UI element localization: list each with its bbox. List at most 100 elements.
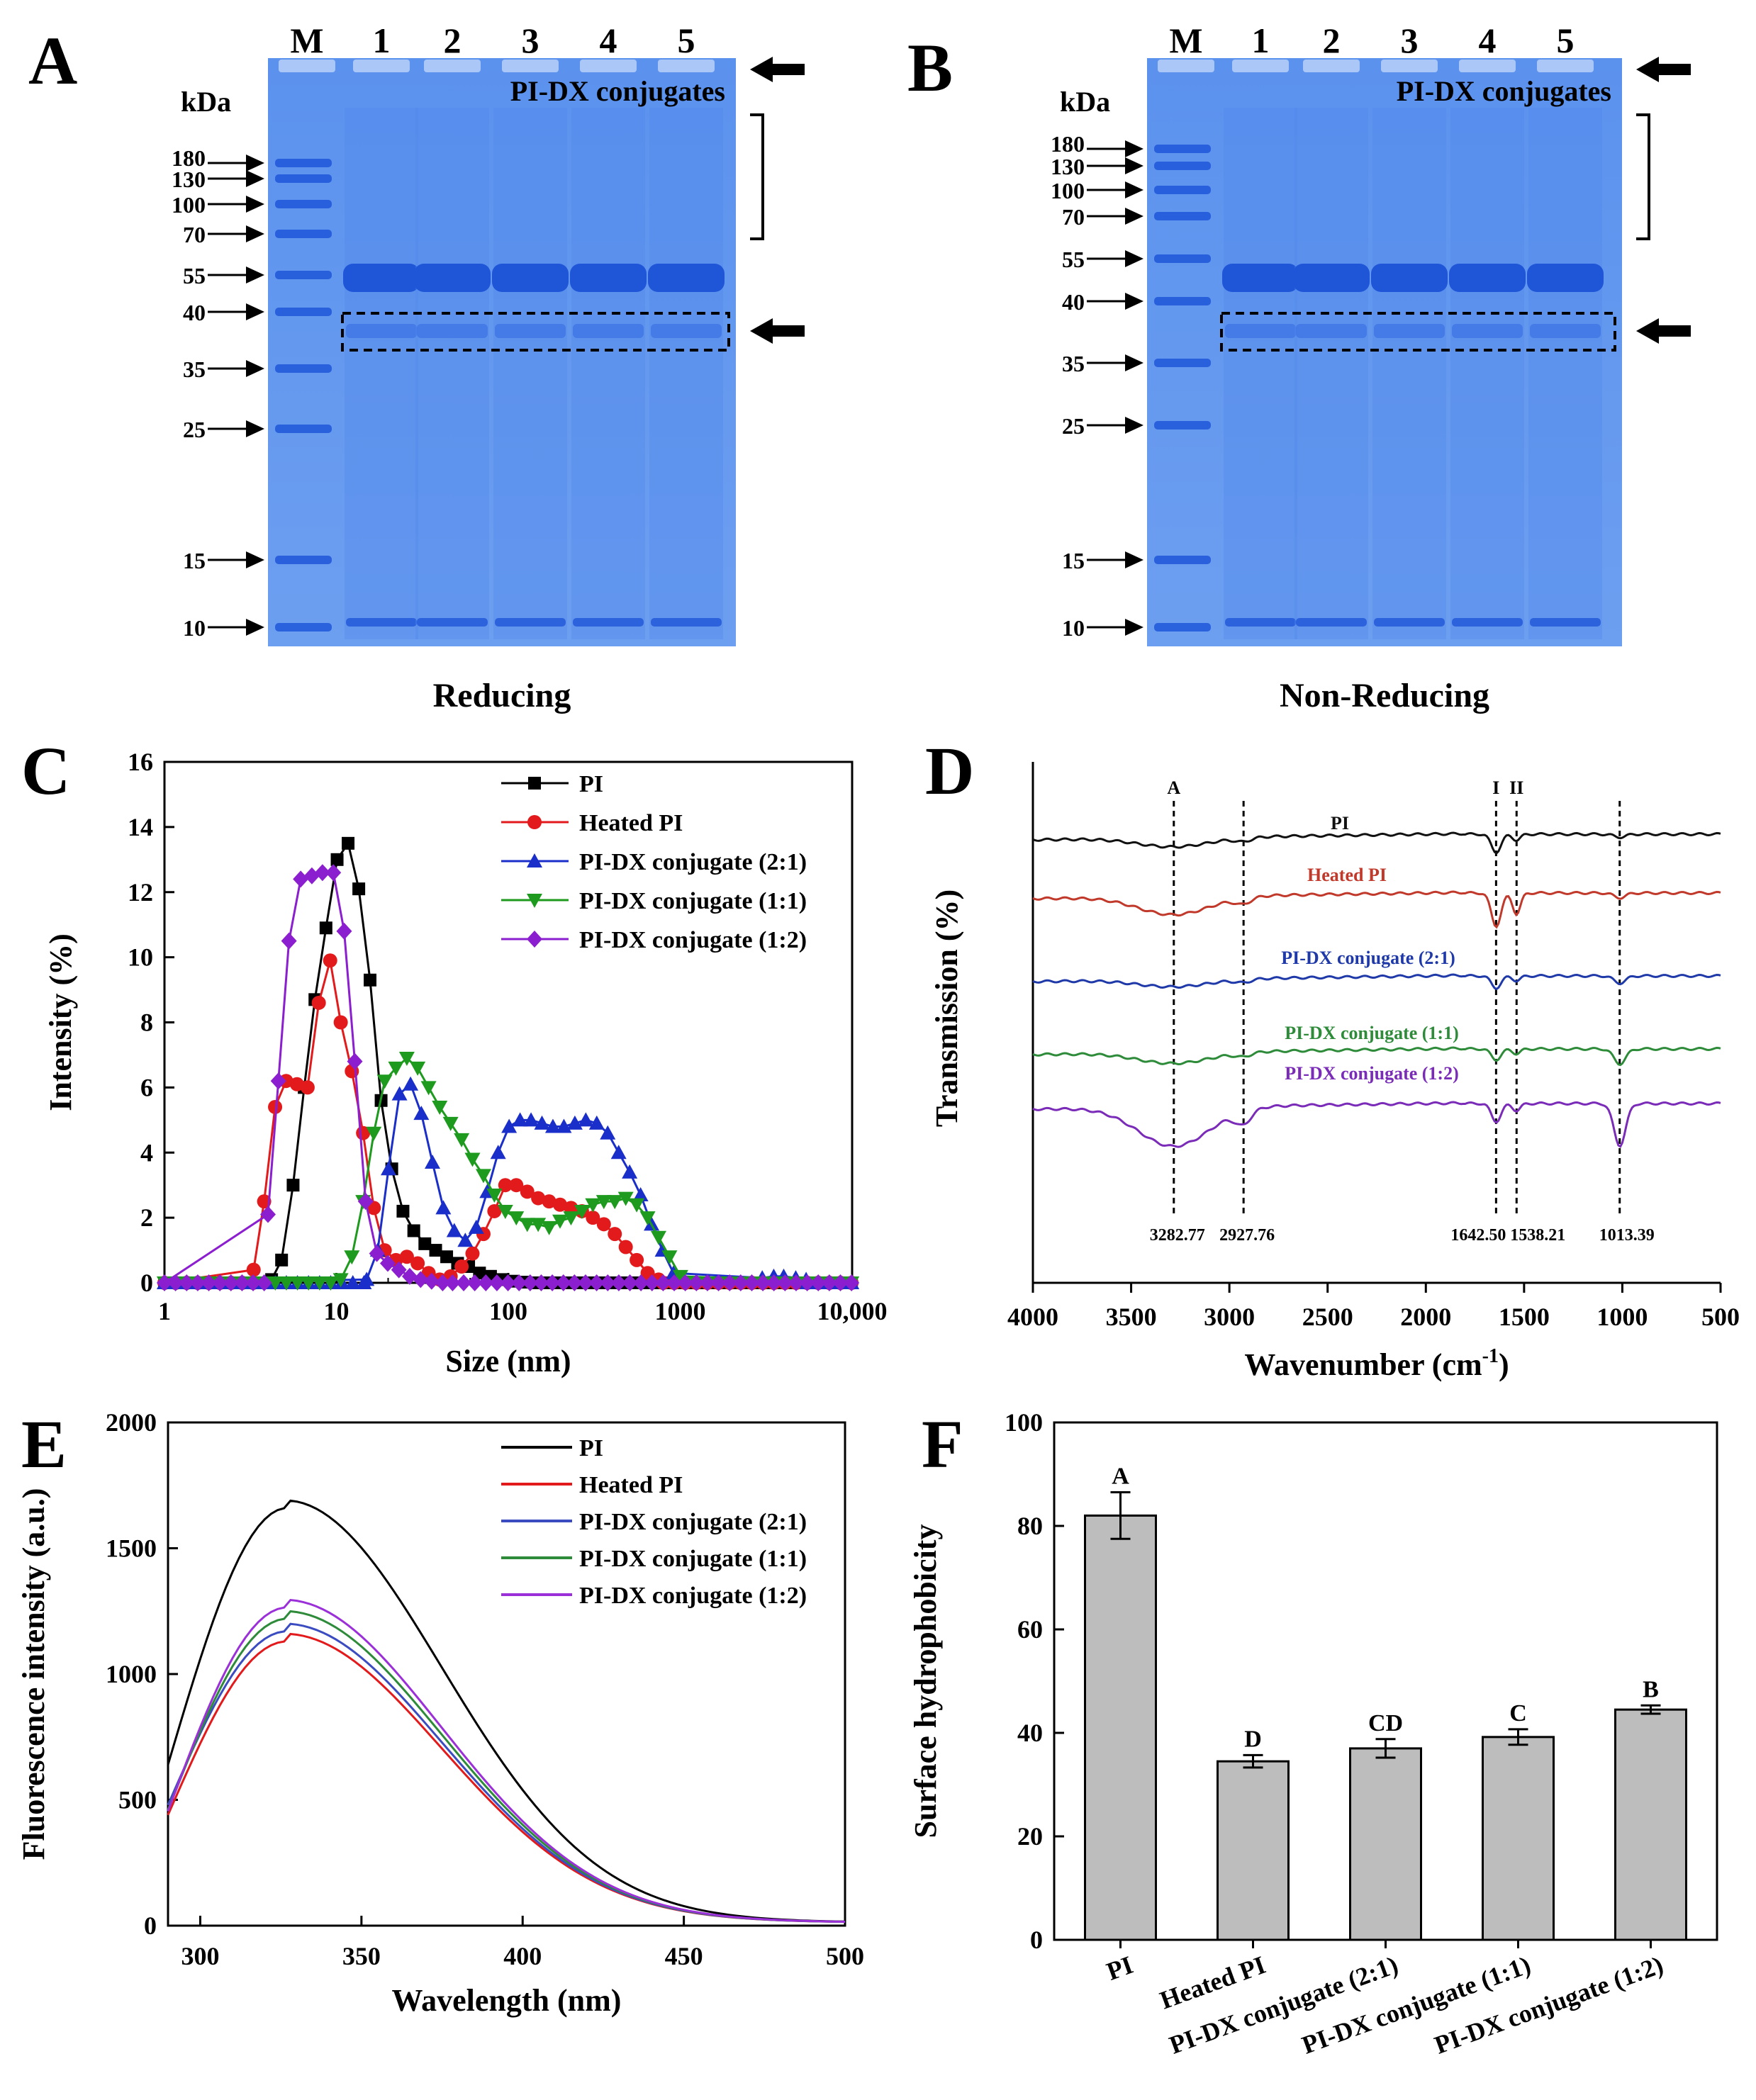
data-point [544,1118,561,1133]
data-point [311,995,326,1010]
data-point [398,1052,415,1067]
main-band-40kda [648,264,725,292]
main-band-40kda [414,264,491,292]
y-axis-title: Surface hydrophobicity [908,1525,943,1838]
main-band-40kda [1527,264,1604,292]
lane-label-3: 3 [1401,21,1419,60]
legend-marker [527,931,542,948]
data-point-baseline [555,1274,571,1291]
data-point [501,1118,518,1133]
panel-letter-c: C [21,733,70,809]
data-point-baseline [157,1274,172,1291]
gel-well [502,60,559,72]
band-37kda [1296,324,1367,338]
y-tick-label: 14 [128,813,153,841]
data-point [286,1179,300,1192]
peak-value-label: 1538.21 [1510,1226,1565,1245]
band-37kda [495,324,566,338]
peak-label-a: A [1167,777,1180,798]
marker-label-35: 35 [183,356,206,382]
data-point-baseline [655,1274,671,1291]
data-point [457,1233,474,1247]
marker-label-55: 55 [1062,247,1085,272]
legend-marker [527,894,542,908]
x-tick-label: 10 [324,1297,349,1325]
chart-ftir-spectra: 4000 3500 3000 2500 2000 1500 1000 500 Wavenumbe… [929,762,1740,1382]
data-point [632,1186,649,1201]
data-point [465,1246,480,1261]
marker-arrow-icon [1125,157,1143,174]
data-point [509,1178,524,1193]
marker-label-70: 70 [1062,204,1085,230]
x-category-label-pi-dx-conjugate-1-1: PI-DX conjugate (1:1) [1298,1950,1534,2060]
main-band-40kda [1293,264,1370,292]
gel-well [1232,60,1289,72]
data-point-baseline [633,1274,649,1291]
marker-label-40: 40 [1062,289,1085,315]
data-point [435,1274,451,1291]
lane-label-2: 2 [1323,21,1341,60]
x-tick-label: 1000 [1596,1303,1648,1331]
x-axis-title-main: Wavenumber (cm [1244,1347,1482,1382]
y-tick-label: 0 [1030,1926,1043,1954]
x-tick-label: 500 [826,1942,864,1970]
marker-arrow-icon [1125,250,1143,267]
spectrum-line [1032,973,1721,991]
data-point-baseline [345,1275,361,1289]
peak-value-label: 1642.50 [1450,1226,1506,1245]
spectrum-line [1032,1101,1721,1148]
data-point [508,1211,525,1226]
data-point [531,1191,546,1206]
gel-well [1459,60,1516,72]
data-point [497,1204,513,1219]
data-point [336,922,352,940]
data-point [381,1161,397,1176]
y-tick-label: 2 [140,1203,153,1232]
data-point-baseline [566,1274,583,1291]
data-point [330,853,344,866]
marker-label-25: 25 [1062,413,1085,439]
spectrum-pi-dx-conjugate-1-2: PI-DX conjugate (1:2) [1032,1063,1721,1148]
y-tick-label: 4 [140,1138,153,1167]
y-tick-label: 20 [1017,1822,1043,1851]
data-point [275,1253,289,1267]
data-point [596,1217,611,1232]
data-point-baseline [201,1274,217,1291]
y-axis-title: Intensity (%) [43,933,78,1111]
x-tick-label: 350 [342,1942,381,1970]
sample-lane-smear [1372,108,1446,639]
marker-band [275,425,332,433]
data-point [319,921,332,935]
data-point [418,1237,432,1250]
lane-label-4: 4 [1479,21,1497,60]
y-tick-label: 8 [140,1009,153,1037]
spectrum-label-heated-pi: Heated PI [1307,865,1387,885]
data-point [364,973,377,987]
sample-lane-smear [345,108,418,639]
data-point [454,1133,470,1147]
data-point-baseline [732,1274,749,1291]
marker-label-70: 70 [183,222,206,247]
data-point [333,1015,348,1030]
data-point [630,1252,644,1267]
curve-pi-dx-conjugate-1-2 [167,1598,846,1923]
data-point [588,1115,605,1130]
sample-lane-smear [1528,108,1602,639]
sample-lane-smear [571,108,645,639]
band-37kda [1452,324,1523,338]
data-point-baseline [323,1276,339,1291]
marker-arrow-icon [1125,619,1143,636]
marker-arrow-icon [246,196,264,213]
gel-background [1147,58,1622,646]
data-point [413,1106,430,1121]
y-tick-label: 1500 [106,1534,157,1563]
data-point-baseline [167,1274,184,1291]
data-point [468,1219,484,1234]
data-point [399,1250,414,1264]
gel-well [580,60,637,72]
marker-arrow-icon [246,420,264,437]
y-tick-label: 16 [128,748,153,776]
data-point-baseline [799,1274,815,1291]
peak-value-label: 2927.76 [1219,1226,1275,1245]
